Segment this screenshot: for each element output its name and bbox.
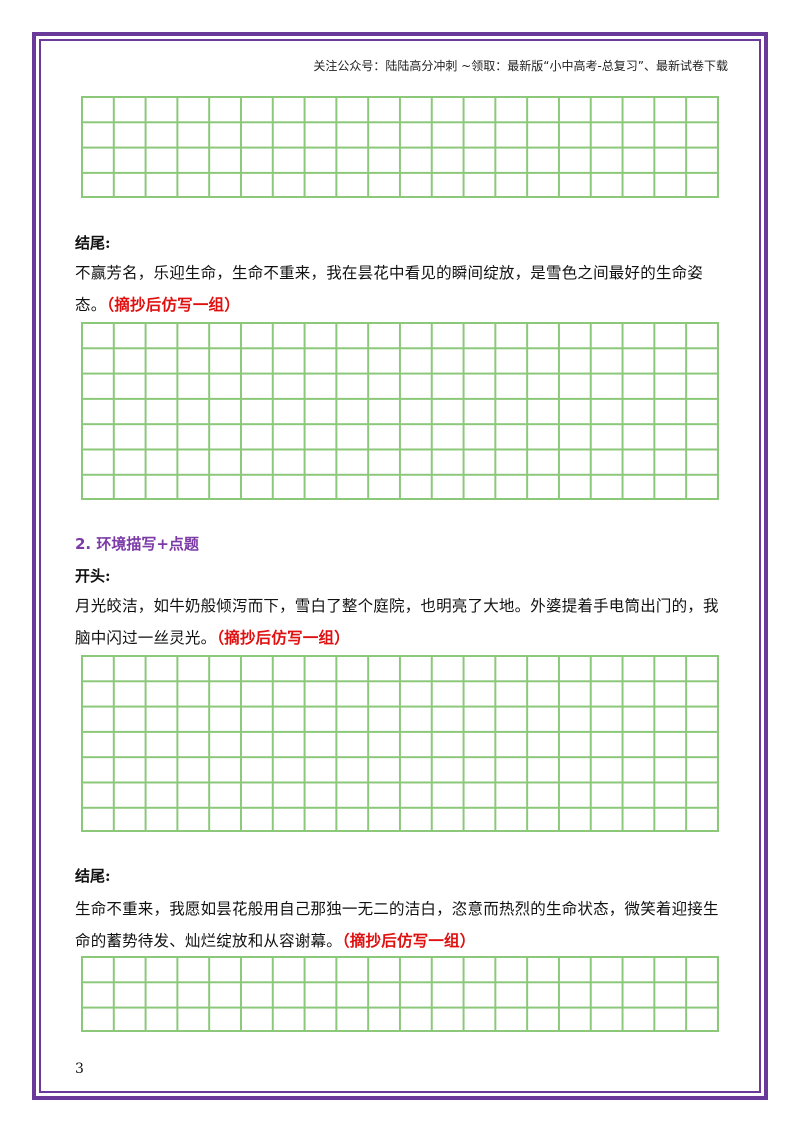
copy-instruction: （摘抄后仿写一组） [106, 295, 240, 314]
section-heading: 2. 环境描写+点题 [75, 535, 199, 553]
page-number: 3 [75, 1061, 84, 1077]
page-border-inner [39, 39, 761, 1093]
opening-text: 月光皎洁，如牛奶般倾泻而下，雪白了整个庭院，也明亮了大地。外婆提着手电筒出门的，… [75, 597, 719, 647]
ending-paragraph: 不赢芳名，乐迎生命，生命不重来，我在昙花中看见的瞬间绽放，是雪色之间最好的生命姿… [75, 258, 725, 321]
writing-grid [81, 956, 719, 1032]
page-border-outer [32, 32, 768, 1100]
page-header: 关注公众号：陆陆高分冲刺 ~领取：最新版“小中高考-总复习”、最新试卷下载 [313, 59, 728, 73]
writing-grid [81, 655, 719, 832]
ending-text: 生命不重来，我愿如昙花般用自己那独一无二的洁白，恣意而热烈的生命状态，微笑着迎接… [75, 900, 719, 950]
copy-instruction: （摘抄后仿写一组） [341, 931, 476, 950]
opening-paragraph: 月光皎洁，如牛奶般倾泻而下，雪白了整个庭院，也明亮了大地。外婆提着手电筒出门的，… [75, 591, 725, 654]
copy-instruction: （摘抄后仿写一组） [216, 628, 350, 647]
writing-grid [81, 322, 719, 500]
ending-label: 结尾: [75, 867, 111, 885]
ending-paragraph: 生命不重来，我愿如昙花般用自己那独一无二的洁白，恣意而热烈的生命状态，微笑着迎接… [75, 894, 725, 957]
opening-label: 开头: [75, 567, 111, 585]
writing-grid [81, 96, 719, 198]
ending-label: 结尾: [75, 234, 111, 252]
ending-text: 不赢芳名，乐迎生命，生命不重来，我在昙花中看见的瞬间绽放，是雪色之间最好的生命姿… [75, 264, 704, 314]
